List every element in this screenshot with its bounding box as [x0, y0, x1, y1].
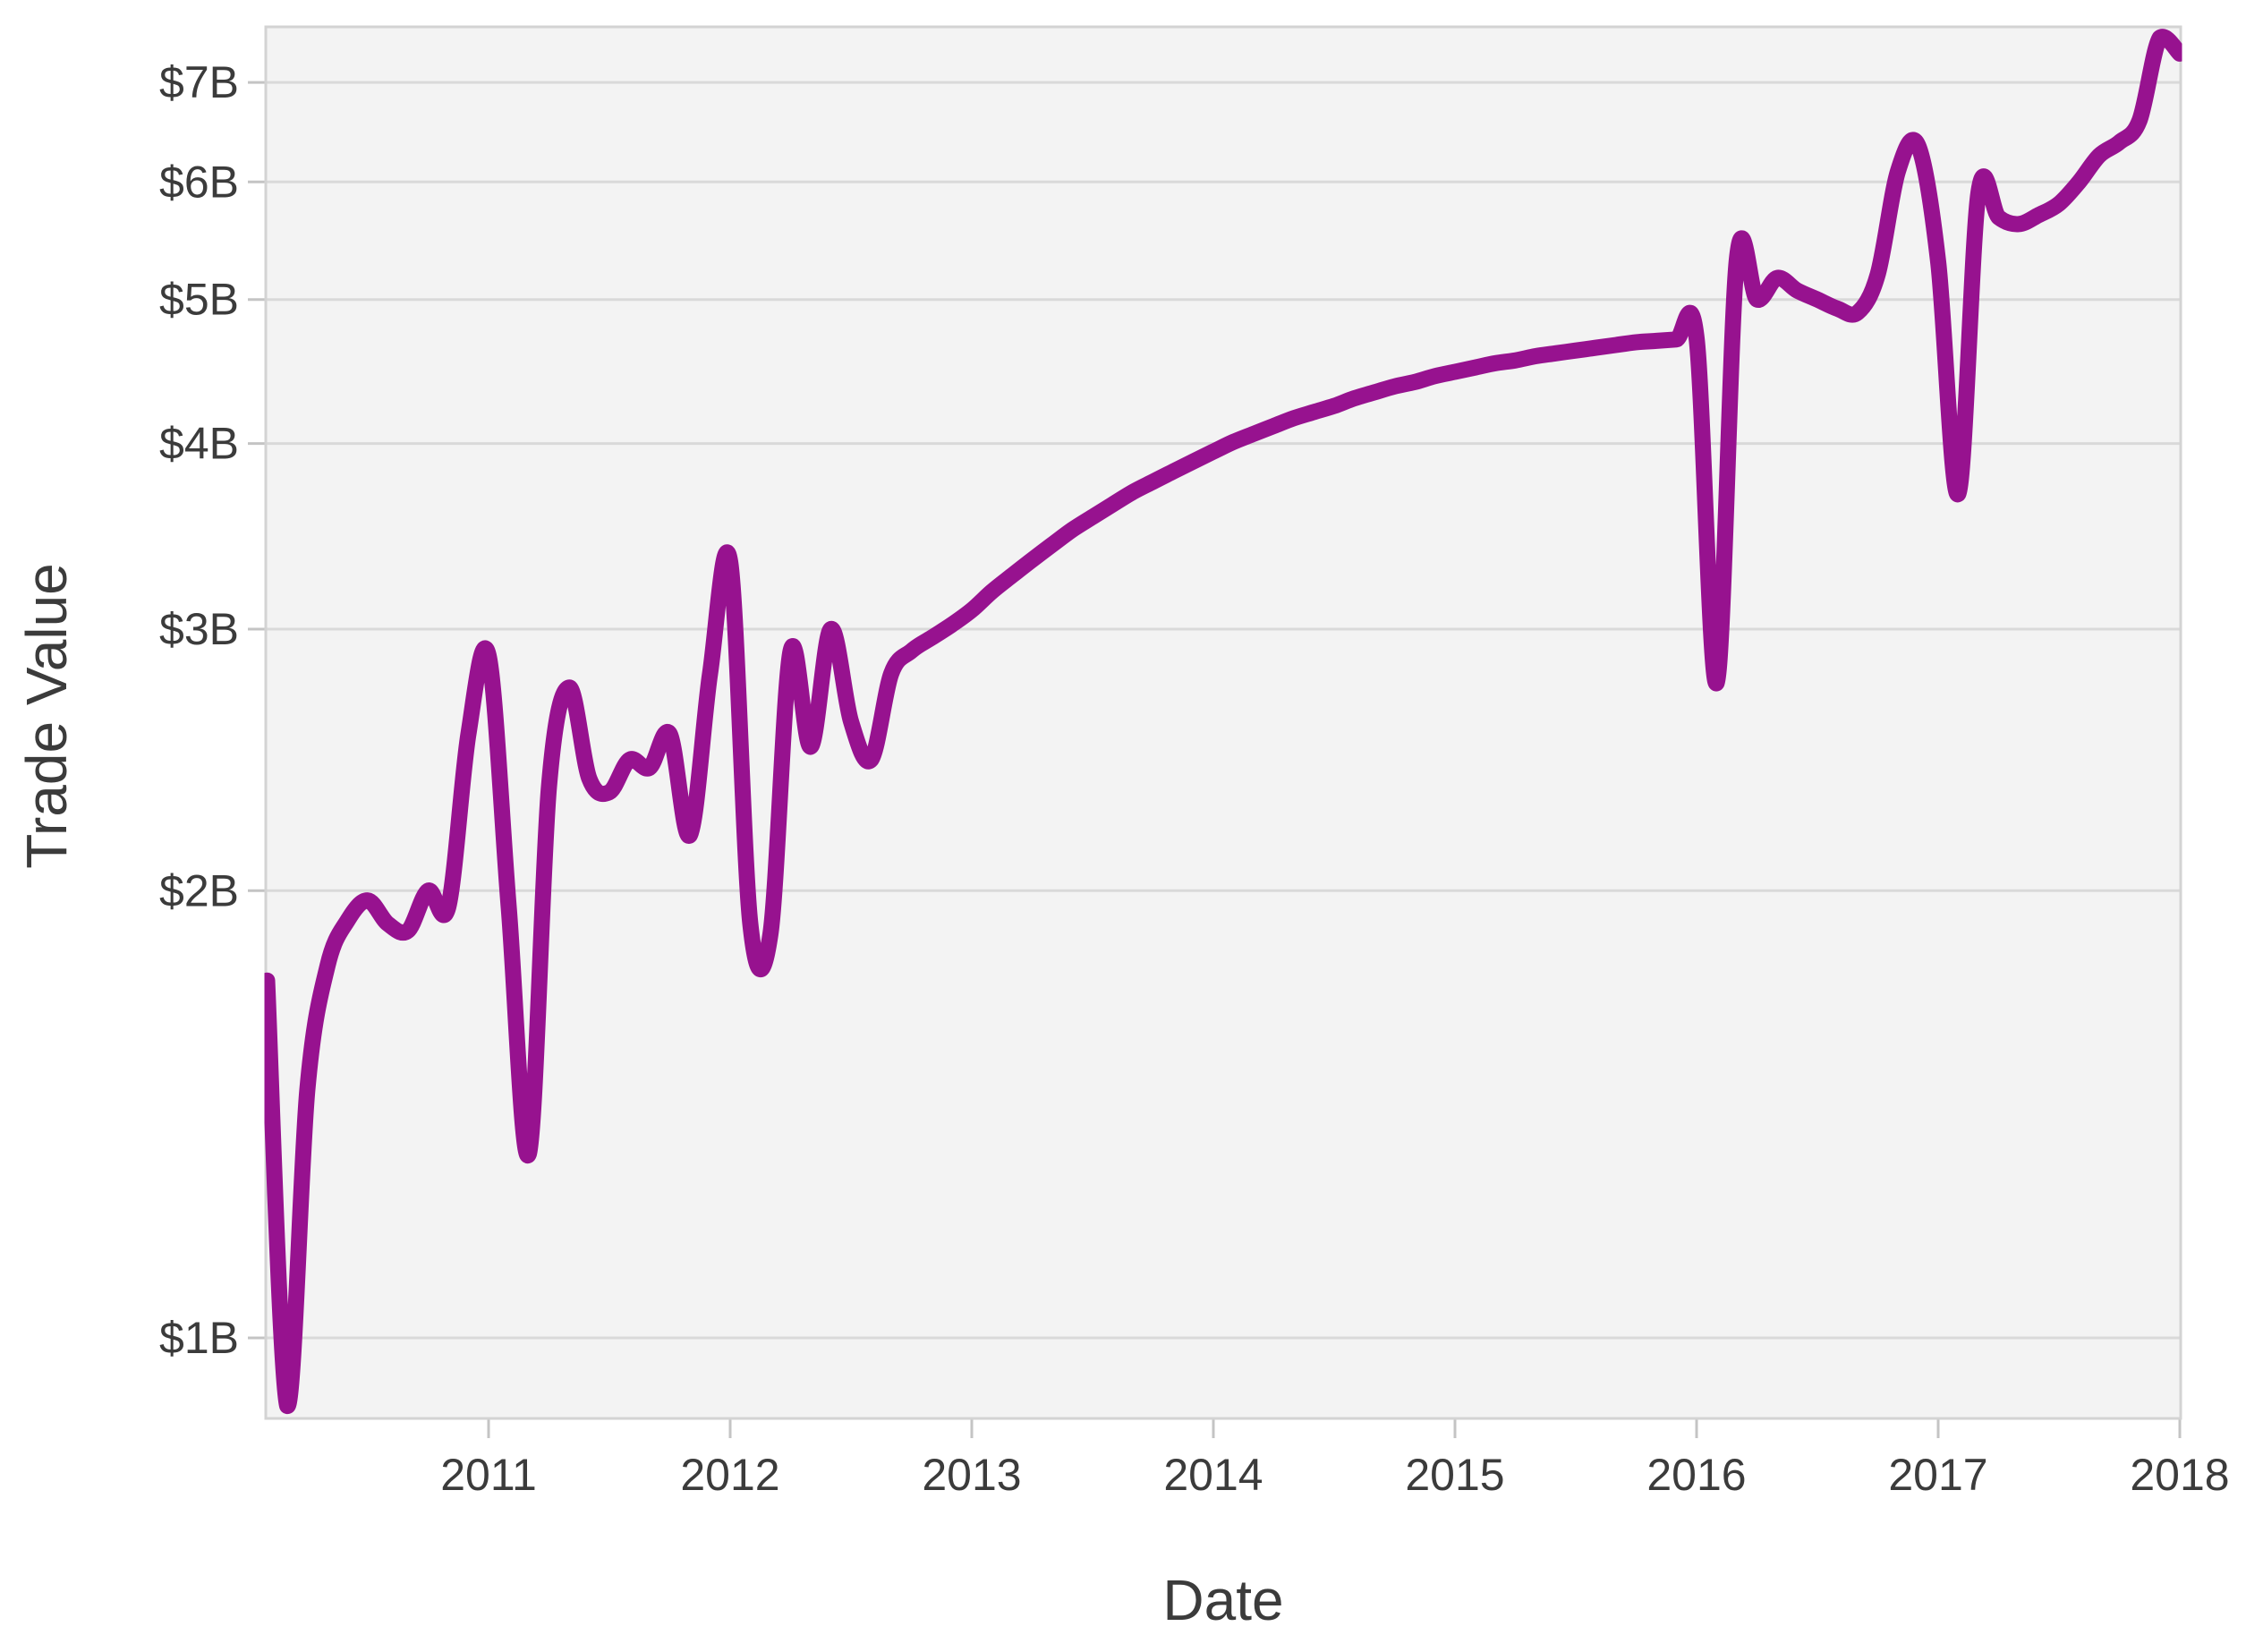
x-tick-label: 2015: [1405, 1450, 1504, 1500]
x-tick-label: 2016: [1646, 1450, 1746, 1500]
y-tick-label: $3B: [159, 604, 239, 654]
x-ticks: 2011 2012 2013 2014 2015 2016 2017 2018: [440, 1418, 2230, 1500]
y-tick-label: $1B: [159, 1313, 239, 1363]
x-tick-label: 2013: [922, 1450, 1021, 1500]
x-tick-label: 2014: [1163, 1450, 1263, 1500]
y-tick-label: $2B: [159, 865, 239, 915]
y-axis-title: Trade Value: [14, 563, 79, 869]
plot-border: [264, 25, 2182, 1420]
y-tick-label: $5B: [159, 275, 239, 325]
x-tick-label: 2012: [680, 1450, 779, 1500]
y-gridlines-and-ticks: $1B $2B $3B $4B $5B $6B $7B: [159, 57, 2181, 1363]
x-tick-label: 2017: [1888, 1450, 1987, 1500]
x-axis-title: Date: [1162, 1568, 1284, 1632]
y-tick-label: $6B: [159, 157, 239, 207]
y-tick-label: $7B: [159, 57, 239, 107]
x-tick-label: 2018: [2130, 1450, 2229, 1500]
trade-value-line: [264, 29, 2182, 1415]
x-tick-label: 2011: [440, 1450, 537, 1500]
y-tick-label: $4B: [159, 419, 239, 469]
